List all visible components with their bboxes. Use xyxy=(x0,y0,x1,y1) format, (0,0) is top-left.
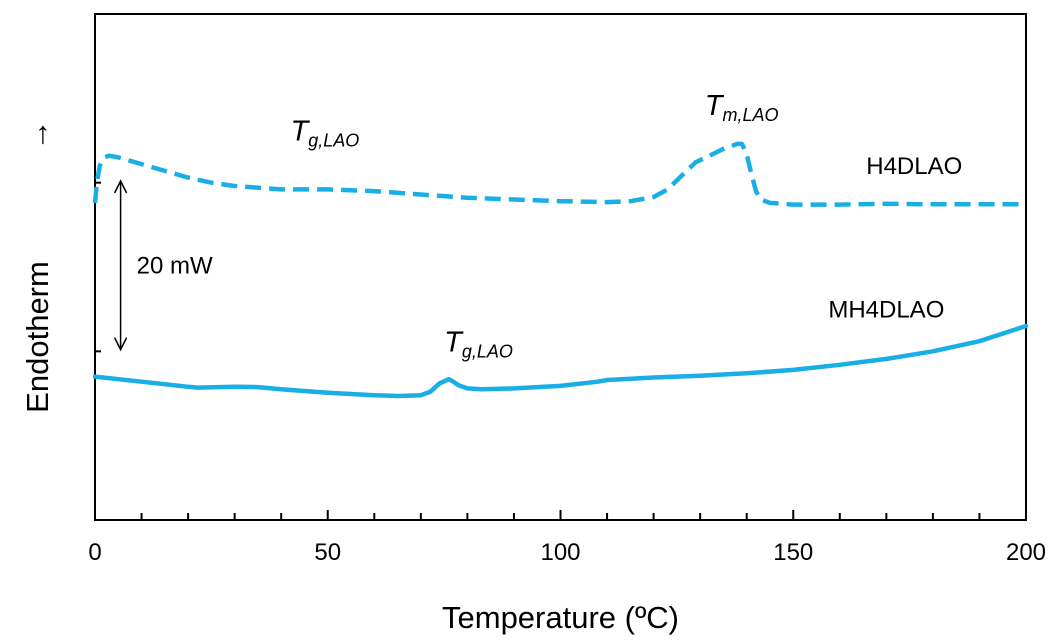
y-axis-arrow: → xyxy=(20,120,55,151)
x-tick-label: 0 xyxy=(88,539,101,566)
scale-bar-label: 20 mW xyxy=(137,252,213,279)
x-axis-title: Temperature (ºC) xyxy=(442,600,679,635)
plot-frame xyxy=(94,13,1027,521)
tm-annotation-top: Tm,LAO xyxy=(705,90,779,125)
x-tick-label: 150 xyxy=(773,539,813,566)
series-label-mh4dlao: MH4DLAO xyxy=(828,297,944,324)
series-label-h4dlao: H4DLAO xyxy=(866,153,962,180)
y-axis-title: Endotherm xyxy=(20,261,55,413)
scale-bar-arrowhead-top xyxy=(113,179,128,194)
series-line-h4dlao xyxy=(92,141,1026,207)
annotations: Tg,LAO Tm,LAO Tg,LAO H4DLAO MH4DLAO 20 m… xyxy=(113,90,962,361)
axes: 0 50 100 150 200 xyxy=(88,13,1046,566)
y-axis-title-group: Endotherm → xyxy=(20,120,55,413)
series-line-mh4dlao xyxy=(92,323,1029,399)
tg-annotation-top: Tg,LAO xyxy=(291,116,360,151)
x-tick-label: 50 xyxy=(314,539,341,566)
x-tick-label: 200 xyxy=(1006,539,1046,566)
series-group xyxy=(92,141,1029,399)
x-tick-label: 100 xyxy=(540,539,580,566)
scale-bar-arrowhead-bottom xyxy=(113,337,128,352)
tg-annotation-bottom: Tg,LAO xyxy=(444,326,513,361)
